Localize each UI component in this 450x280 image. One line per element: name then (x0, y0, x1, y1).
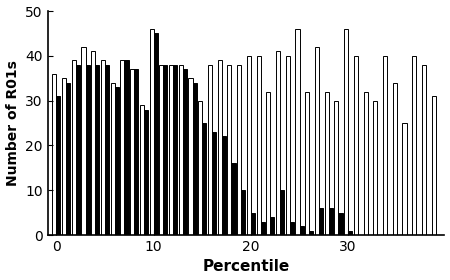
Bar (202, 123, 207, 235)
Bar (56, 96, 60, 235)
Bar (111, 83, 115, 235)
Bar (324, 92, 328, 235)
Bar (95, 65, 99, 235)
Bar (412, 56, 416, 235)
Bar (344, 29, 348, 235)
Bar (270, 217, 274, 235)
Bar (91, 51, 95, 235)
Bar (76, 65, 80, 235)
Bar (393, 83, 397, 235)
Bar (319, 208, 323, 235)
Bar (62, 78, 66, 235)
Bar (338, 213, 342, 235)
X-axis label: Percentile: Percentile (202, 260, 290, 274)
Bar (149, 29, 153, 235)
Bar (81, 47, 86, 235)
Bar (173, 65, 177, 235)
Bar (144, 109, 148, 235)
Bar (422, 65, 426, 235)
Bar (189, 78, 193, 235)
Bar (309, 230, 313, 235)
Bar (348, 230, 352, 235)
Bar (383, 56, 387, 235)
Bar (130, 69, 134, 235)
Bar (280, 190, 284, 235)
Bar (86, 65, 90, 235)
Bar (296, 29, 300, 235)
Bar (153, 33, 158, 235)
Bar (218, 60, 222, 235)
Bar (183, 69, 187, 235)
Bar (241, 190, 245, 235)
Bar (334, 101, 338, 235)
Bar (328, 208, 333, 235)
Bar (193, 83, 197, 235)
Bar (305, 92, 309, 235)
Bar (315, 47, 319, 235)
Bar (237, 65, 241, 235)
Bar (432, 96, 436, 235)
Bar (169, 65, 173, 235)
Bar (105, 65, 109, 235)
Bar (266, 92, 270, 235)
Bar (212, 132, 216, 235)
Bar (101, 60, 105, 235)
Bar (115, 87, 119, 235)
Bar (159, 65, 163, 235)
Bar (402, 123, 406, 235)
Bar (290, 221, 294, 235)
Bar (134, 69, 138, 235)
Bar (140, 105, 144, 235)
Bar (251, 213, 255, 235)
Bar (125, 60, 129, 235)
Bar (256, 56, 261, 235)
Bar (66, 83, 70, 235)
Bar (179, 65, 183, 235)
Bar (198, 101, 202, 235)
Bar (354, 56, 358, 235)
Bar (231, 163, 235, 235)
Bar (247, 56, 251, 235)
Bar (286, 56, 290, 235)
Bar (222, 136, 226, 235)
Bar (227, 65, 231, 235)
Bar (208, 65, 212, 235)
Bar (72, 60, 76, 235)
Bar (52, 74, 56, 235)
Bar (300, 226, 304, 235)
Y-axis label: Number of R01s: Number of R01s (5, 60, 19, 186)
Bar (120, 60, 125, 235)
Bar (261, 221, 265, 235)
Bar (163, 65, 167, 235)
Bar (364, 92, 368, 235)
Bar (276, 51, 280, 235)
Bar (373, 101, 378, 235)
